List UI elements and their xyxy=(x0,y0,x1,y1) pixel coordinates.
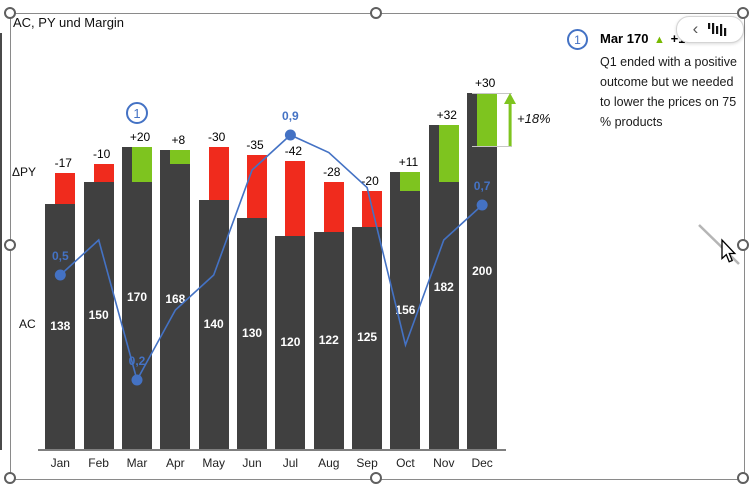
delta-py-value-feb: -10 xyxy=(92,147,111,162)
ac-value-nov: 182 xyxy=(433,279,454,294)
growth-bracket-top-line xyxy=(472,93,512,94)
category-label-nov: Nov xyxy=(433,456,455,470)
delta-py-value-sep: -20 xyxy=(361,174,379,189)
selection-handle[interactable] xyxy=(370,7,382,19)
chart-title: AC, PY und Margin xyxy=(13,15,125,30)
delta-py-value-dec: +30 xyxy=(474,76,496,90)
delta-py-bar-jul[interactable] xyxy=(285,160,306,236)
selection-handle[interactable] xyxy=(4,7,16,19)
ac-value-aug: 122 xyxy=(318,333,339,348)
category-label-feb: Feb xyxy=(88,456,109,470)
delta-py-bar-nov[interactable] xyxy=(438,125,459,183)
category-label-apr: Apr xyxy=(166,456,185,470)
ac-value-sep: 125 xyxy=(357,330,378,345)
axis-label-delta-py: ΔPY xyxy=(12,165,37,179)
ac-value-jan: 138 xyxy=(50,318,71,333)
growth-arrow-icon xyxy=(504,93,516,146)
ac-value-jul: 120 xyxy=(280,334,301,349)
selection-handle[interactable] xyxy=(737,239,749,251)
category-label-sep: Sep xyxy=(356,456,378,470)
collapse-chevron-icon[interactable]: ‹ xyxy=(692,19,699,38)
delta-py-bar-mar[interactable] xyxy=(132,146,152,183)
selection-handle[interactable] xyxy=(4,239,16,251)
x-axis-line xyxy=(38,449,506,451)
ac-value-jun: 130 xyxy=(242,325,263,340)
delta-py-bar-dec[interactable] xyxy=(477,93,498,147)
ac-value-dec: 200 xyxy=(472,263,493,278)
growth-percent-label: +18% xyxy=(517,111,551,126)
delta-py-value-oct: +11 xyxy=(398,154,419,169)
delta-py-bar-jun[interactable] xyxy=(247,155,268,218)
comment-body: Q1 ended with a positive outcome but we … xyxy=(600,55,737,129)
category-label-mar: Mar xyxy=(126,456,148,470)
category-label-dec: Dec xyxy=(471,456,493,470)
chart-annotation-marker[interactable]: 1 xyxy=(126,102,148,124)
delta-py-bar-jan[interactable] xyxy=(55,173,76,204)
delta-py-bar-aug[interactable] xyxy=(323,182,344,233)
category-label-aug: Aug xyxy=(318,456,340,470)
category-label-jun: Jun xyxy=(242,456,262,470)
delta-py-bar-feb[interactable] xyxy=(93,164,114,183)
growth-bracket-bottom-line xyxy=(472,146,512,147)
category-label-jul: Jul xyxy=(282,456,299,470)
margin-point-label: 0,5 xyxy=(51,249,69,263)
delta-py-value-jul: -42 xyxy=(284,143,303,158)
ac-value-mar: 170 xyxy=(126,290,148,305)
axis-label-ac: AC xyxy=(19,317,36,331)
category-label-may: May xyxy=(202,456,226,470)
ac-value-feb: 150 xyxy=(88,308,109,323)
selection-handle[interactable] xyxy=(4,472,16,484)
selection-handle[interactable] xyxy=(370,472,382,484)
selection-handle[interactable] xyxy=(737,472,749,484)
comment-header-label: Mar 170 xyxy=(600,31,649,46)
delta-py-value-nov: +32 xyxy=(436,108,457,123)
ac-value-oct: 156 xyxy=(395,302,416,317)
selection-handle[interactable] xyxy=(737,7,749,19)
chart-toolbar: ‹ xyxy=(676,16,744,43)
ac-value-may: 140 xyxy=(203,317,224,332)
margin-point-label: 0,9 xyxy=(282,109,299,123)
slide-edge xyxy=(0,33,2,450)
delta-py-bar-oct[interactable] xyxy=(400,171,421,192)
margin-point-label: 0,7 xyxy=(473,179,491,193)
increase-triangle-icon: ▲ xyxy=(654,34,665,46)
category-label-jan: Jan xyxy=(50,456,70,470)
comment-marker[interactable]: 1 xyxy=(567,29,588,50)
category-label-oct: Oct xyxy=(396,456,415,470)
delta-py-bar-may[interactable] xyxy=(208,146,229,201)
margin-point-label: 0,2 xyxy=(128,354,146,368)
ac-value-apr: 168 xyxy=(165,292,186,307)
chart-bars-icon[interactable] xyxy=(707,22,727,37)
delta-py-bar-sep[interactable] xyxy=(362,191,383,227)
delta-py-bar-apr[interactable] xyxy=(170,150,191,165)
